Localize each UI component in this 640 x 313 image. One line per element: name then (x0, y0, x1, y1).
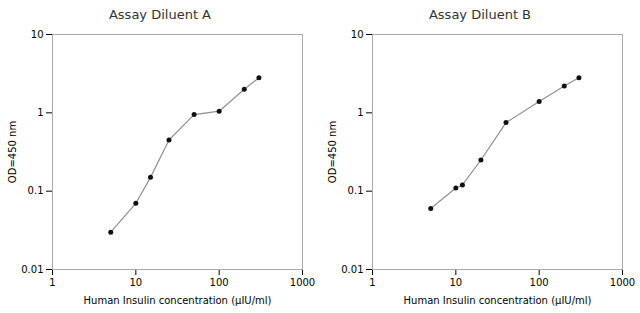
svg-text:OD=450 nm: OD=450 nm (7, 121, 18, 183)
svg-text:1000: 1000 (290, 277, 315, 288)
svg-text:1: 1 (37, 107, 43, 118)
html-text:Assay Diluent A: Assay Diluent A (109, 7, 211, 22)
svg-text:1: 1 (369, 277, 375, 288)
svg-text:10: 10 (449, 277, 462, 288)
svg-text:0.1: 0.1 (28, 185, 44, 196)
svg-text:1: 1 (49, 277, 55, 288)
svg-text:0.1: 0.1 (348, 185, 364, 196)
svg-text:10: 10 (129, 277, 142, 288)
svg-text:10: 10 (31, 29, 44, 40)
svg-text:1: 1 (357, 107, 363, 118)
html-text:Assay Diluent B: Assay Diluent B (429, 7, 531, 22)
svg-text:100: 100 (530, 277, 549, 288)
svg-text:0.01: 0.01 (21, 264, 43, 275)
svg-text:0.01: 0.01 (341, 264, 363, 275)
svg-text:10: 10 (351, 29, 364, 40)
svg-text:OD=450 nm: OD=450 nm (327, 121, 338, 183)
svg-text:Human Insulin concentration (μ: Human Insulin concentration (μIU/ml) (404, 295, 592, 306)
svg-text:1000: 1000 (610, 277, 635, 288)
svg-text:Human Insulin concentration (μ: Human Insulin concentration (μIU/ml) (84, 295, 272, 306)
svg-text:100: 100 (210, 277, 229, 288)
